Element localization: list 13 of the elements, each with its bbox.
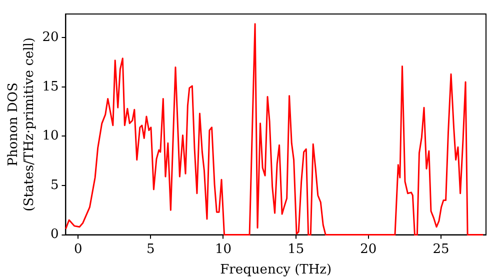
- y-tick-label: 0: [50, 227, 59, 242]
- y-tick-label: 10: [42, 128, 59, 144]
- x-tick-label: 5: [146, 242, 155, 257]
- x-tick-label: 20: [360, 242, 377, 257]
- x-tick-label: 15: [288, 242, 304, 257]
- x-tick-label: 10: [214, 242, 232, 257]
- y-tick-label: 20: [42, 30, 59, 46]
- x-axis-title: Frequency (THz): [220, 262, 332, 278]
- x-tick-label: 25: [432, 242, 450, 257]
- y-axis-title: Phonon DOS (States/THz·primitive cell): [6, 37, 37, 212]
- y-tick-label: 5: [50, 178, 59, 193]
- x-tick-label: 0: [74, 242, 82, 257]
- y-tick-label: 15: [42, 79, 59, 94]
